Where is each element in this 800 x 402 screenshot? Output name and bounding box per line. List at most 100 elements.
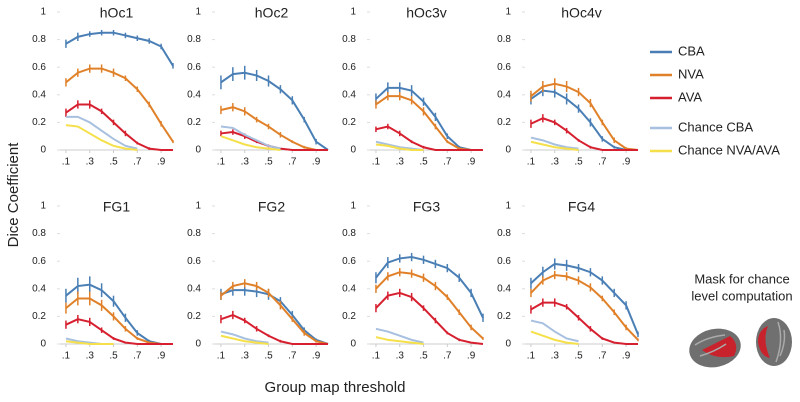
y-tick-label: 0.8 bbox=[32, 228, 46, 239]
y-tick-label: 0 bbox=[40, 145, 46, 156]
x-tick-label: .5 bbox=[419, 351, 428, 362]
inset-caption: Mask for chance bbox=[694, 271, 789, 286]
y-tick-label: 1 bbox=[195, 7, 201, 18]
series-line bbox=[375, 327, 424, 344]
y-axis-label: Dice Coefficient bbox=[5, 142, 22, 248]
series-line bbox=[530, 273, 639, 341]
series-line bbox=[375, 143, 424, 151]
y-tick-label: 0.6 bbox=[187, 256, 201, 267]
y-tick-label: 0.6 bbox=[187, 62, 201, 73]
y-tick-label: 0.4 bbox=[342, 283, 356, 294]
x-tick-label: .3 bbox=[241, 351, 250, 362]
panel-title: hOc1 bbox=[100, 5, 134, 21]
x-tick-label: .1 bbox=[62, 351, 71, 362]
y-tick-label: 0.4 bbox=[497, 89, 511, 100]
series-line bbox=[220, 334, 269, 345]
x-tick-label: .9 bbox=[467, 157, 476, 168]
y-tick-label: 0.4 bbox=[187, 89, 201, 100]
x-tick-label: .5 bbox=[109, 157, 118, 168]
series-line bbox=[530, 330, 579, 345]
y-tick-label: 1 bbox=[350, 201, 356, 212]
y-tick-label: 0.4 bbox=[32, 283, 46, 294]
series-line bbox=[530, 140, 579, 151]
x-tick-label: .1 bbox=[372, 157, 381, 168]
series-line bbox=[65, 283, 173, 345]
x-tick-label: .9 bbox=[312, 157, 321, 168]
series-line bbox=[530, 319, 579, 343]
x-tick-label: .3 bbox=[396, 157, 405, 168]
panel-title: FG3 bbox=[413, 199, 440, 215]
y-tick-label: 0.8 bbox=[32, 34, 46, 45]
y-tick-label: 0 bbox=[195, 145, 201, 156]
y-tick-label: 0.2 bbox=[497, 117, 511, 128]
panel: hOc2 0 0.2 0.4 0.6 0.8 1 .1 .3 .5 .7 .9 bbox=[187, 5, 329, 168]
x-tick-label: .7 bbox=[598, 351, 607, 362]
series-line bbox=[220, 313, 328, 345]
x-tick-label: .5 bbox=[574, 351, 583, 362]
panel-title: FG4 bbox=[568, 199, 595, 215]
legend-label: CBA bbox=[678, 43, 705, 58]
series-line bbox=[375, 271, 484, 340]
panel-title: hOc2 bbox=[255, 5, 289, 21]
panel: hOc4v 0 0.2 0.4 0.6 0.8 1 .1 .3 .5 .7 .9 bbox=[497, 5, 639, 168]
x-tick-label: .7 bbox=[443, 351, 452, 362]
series-line bbox=[530, 82, 639, 151]
series-line bbox=[65, 103, 173, 151]
series-line bbox=[375, 336, 424, 345]
legend-label: Chance NVA/AVA bbox=[678, 142, 780, 157]
x-tick-label: .3 bbox=[396, 351, 405, 362]
y-tick-label: 0.4 bbox=[187, 283, 201, 294]
series-line bbox=[530, 117, 638, 151]
y-tick-label: 0.4 bbox=[32, 89, 46, 100]
series-line bbox=[65, 31, 174, 67]
x-tick-label: .9 bbox=[312, 351, 321, 362]
x-tick-label: .5 bbox=[574, 157, 583, 168]
y-tick-label: 0.6 bbox=[342, 256, 356, 267]
series-line bbox=[375, 256, 484, 319]
legend-label: AVA bbox=[678, 89, 702, 104]
x-tick-label: .9 bbox=[622, 351, 631, 362]
x-tick-label: .5 bbox=[419, 157, 428, 168]
x-tick-label: .5 bbox=[264, 157, 273, 168]
series-line bbox=[220, 330, 269, 344]
y-tick-label: 0.2 bbox=[187, 311, 201, 322]
panel-title: FG2 bbox=[258, 199, 285, 215]
panel-title: hOc3v bbox=[406, 5, 446, 21]
series-line bbox=[65, 115, 138, 150]
x-tick-label: .3 bbox=[551, 157, 560, 168]
series-line bbox=[530, 89, 638, 151]
x-tick-label: .1 bbox=[372, 351, 381, 362]
x-tick-label: .3 bbox=[86, 157, 95, 168]
y-tick-label: 0.6 bbox=[32, 62, 46, 73]
x-tick-label: .3 bbox=[241, 157, 250, 168]
y-tick-label: 0.6 bbox=[497, 256, 511, 267]
y-tick-label: 1 bbox=[350, 7, 356, 18]
x-tick-label: .9 bbox=[467, 351, 476, 362]
y-tick-label: 0.2 bbox=[497, 311, 511, 322]
x-tick-label: .5 bbox=[109, 351, 118, 362]
y-tick-label: 0 bbox=[505, 145, 511, 156]
x-tick-label: .3 bbox=[86, 351, 95, 362]
x-tick-label: .7 bbox=[288, 351, 297, 362]
x-axis-label: Group map threshold bbox=[265, 379, 406, 396]
x-tick-label: .5 bbox=[264, 351, 273, 362]
y-tick-label: 0.8 bbox=[187, 34, 201, 45]
panel-title: FG1 bbox=[103, 199, 130, 215]
y-tick-label: 0.2 bbox=[187, 117, 201, 128]
series-line bbox=[220, 125, 281, 150]
brain-mask-image bbox=[689, 318, 792, 368]
series-line bbox=[65, 340, 114, 345]
y-tick-label: 0.4 bbox=[497, 283, 511, 294]
series-line bbox=[220, 282, 329, 345]
series-line bbox=[375, 291, 484, 345]
y-tick-label: 0 bbox=[40, 339, 46, 350]
series-line bbox=[65, 124, 138, 151]
x-tick-label: .7 bbox=[598, 157, 607, 168]
inset-caption: level computation bbox=[691, 288, 792, 303]
x-tick-label: .7 bbox=[133, 157, 142, 168]
x-tick-label: .7 bbox=[133, 351, 142, 362]
x-tick-label: .1 bbox=[217, 157, 226, 168]
y-tick-label: 0.6 bbox=[497, 62, 511, 73]
y-tick-label: 1 bbox=[195, 201, 201, 212]
